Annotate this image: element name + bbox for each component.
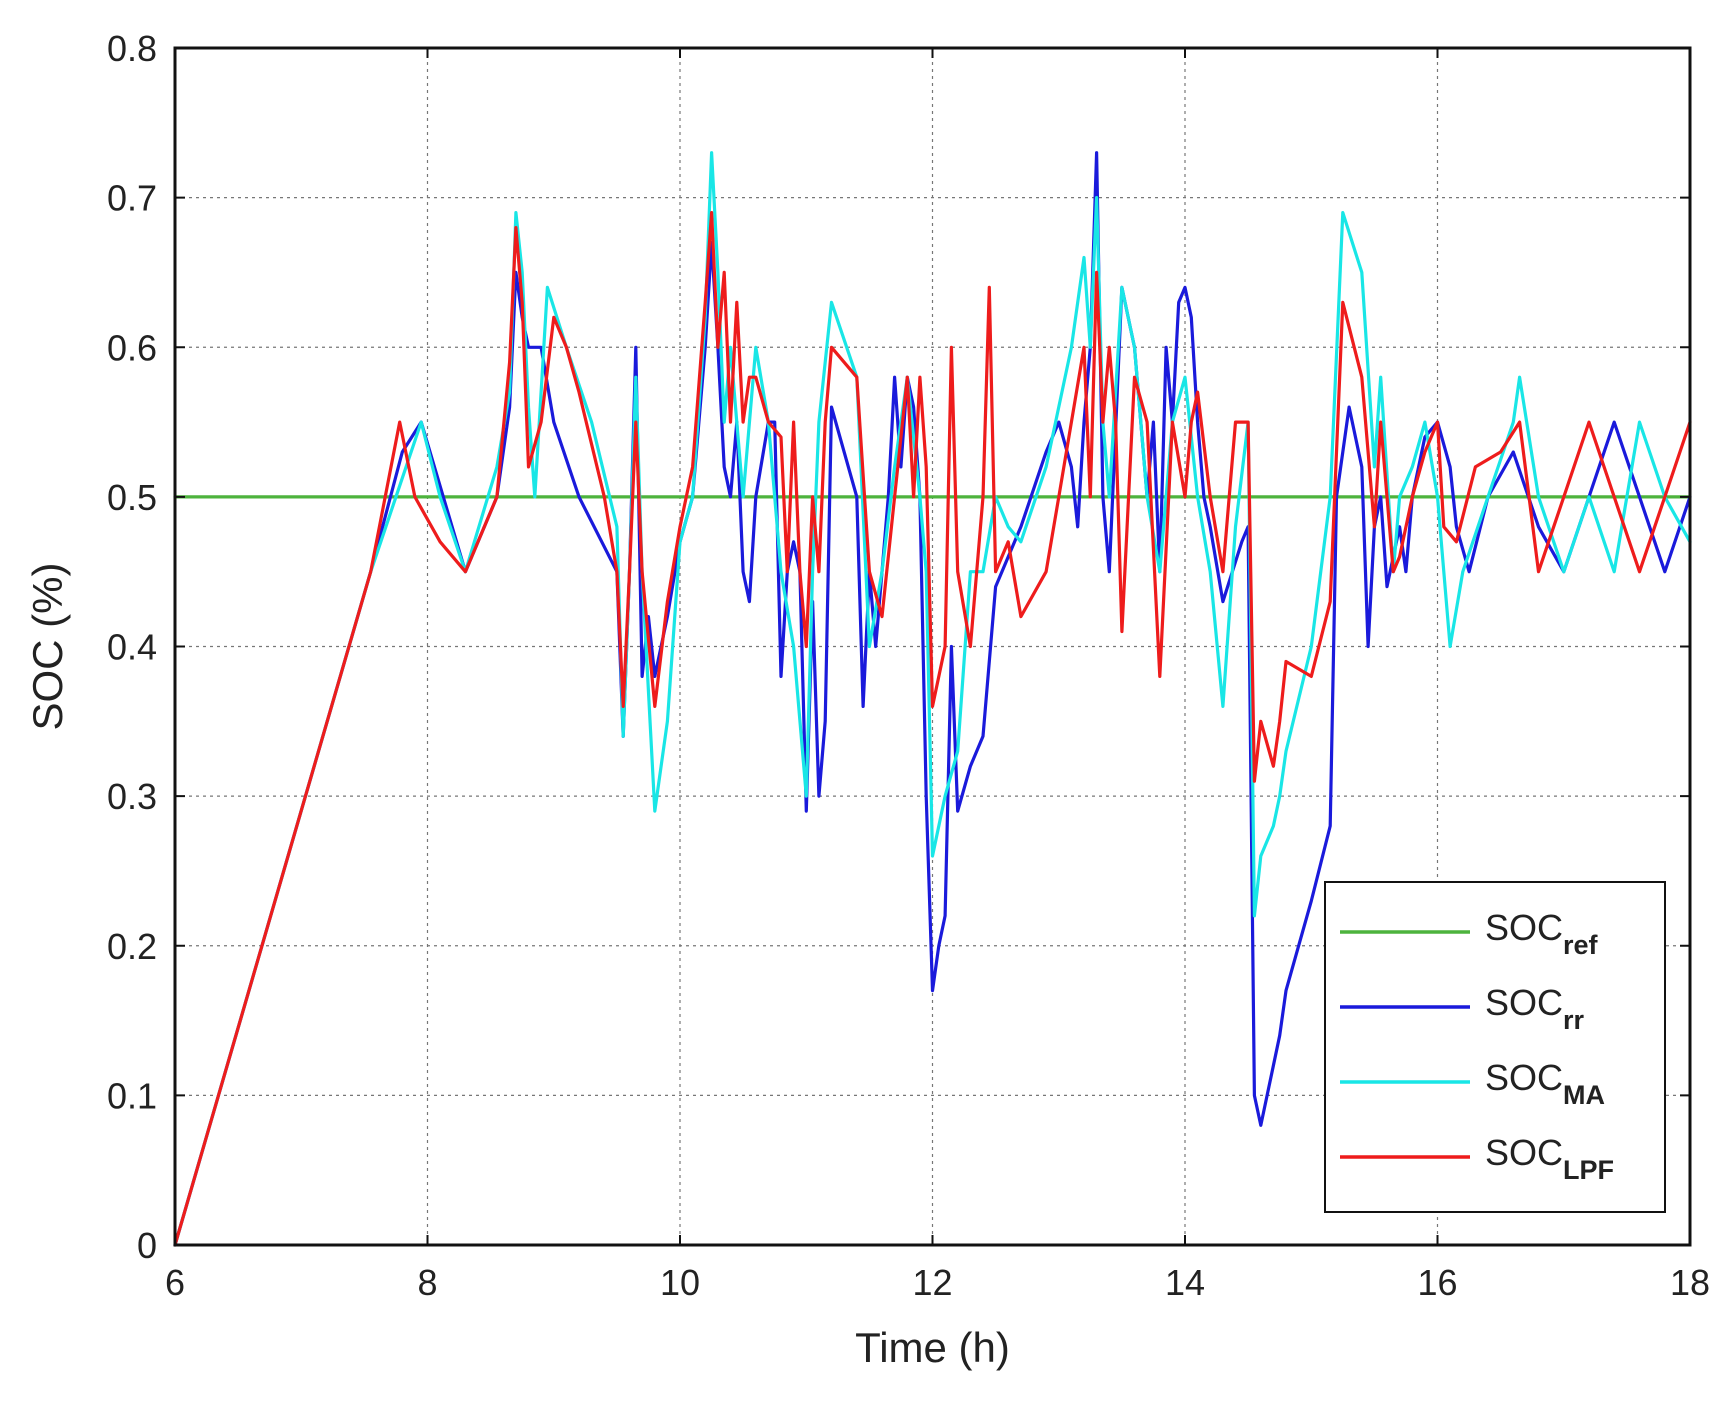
x-tick-label: 18 (1670, 1262, 1710, 1303)
x-tick-label: 8 (417, 1262, 437, 1303)
x-tick-label: 10 (660, 1262, 700, 1303)
x-tick-label: 6 (165, 1262, 185, 1303)
series-line-lpf (173, 211, 1692, 1247)
axis-ticks: 6 8 10 12 14 16 18 0 0.1 0.2 0.3 0.4 0.5 0.6 0.7 0.8 (107, 28, 1710, 1303)
y-tick-label: 0 (137, 1225, 157, 1266)
y-tick-label: 0.6 (107, 327, 157, 368)
y-tick-label: 0.5 (107, 477, 157, 518)
y-tick-label: 0.3 (107, 776, 157, 817)
x-tick-label: 16 (1417, 1262, 1457, 1303)
y-tick-label: 0.4 (107, 627, 157, 668)
y-tick-label: 0.2 (107, 926, 157, 967)
series-lines (173, 151, 1692, 1247)
x-tick-label: 14 (1165, 1262, 1205, 1303)
y-axis-title: SOC (%) (24, 563, 71, 731)
y-tick-label: 0.8 (107, 28, 157, 69)
y-tick-label: 0.7 (107, 178, 157, 219)
x-axis-title: Time (h) (855, 1324, 1010, 1371)
x-tick-label: 12 (912, 1262, 952, 1303)
y-tick-label: 0.1 (107, 1075, 157, 1116)
